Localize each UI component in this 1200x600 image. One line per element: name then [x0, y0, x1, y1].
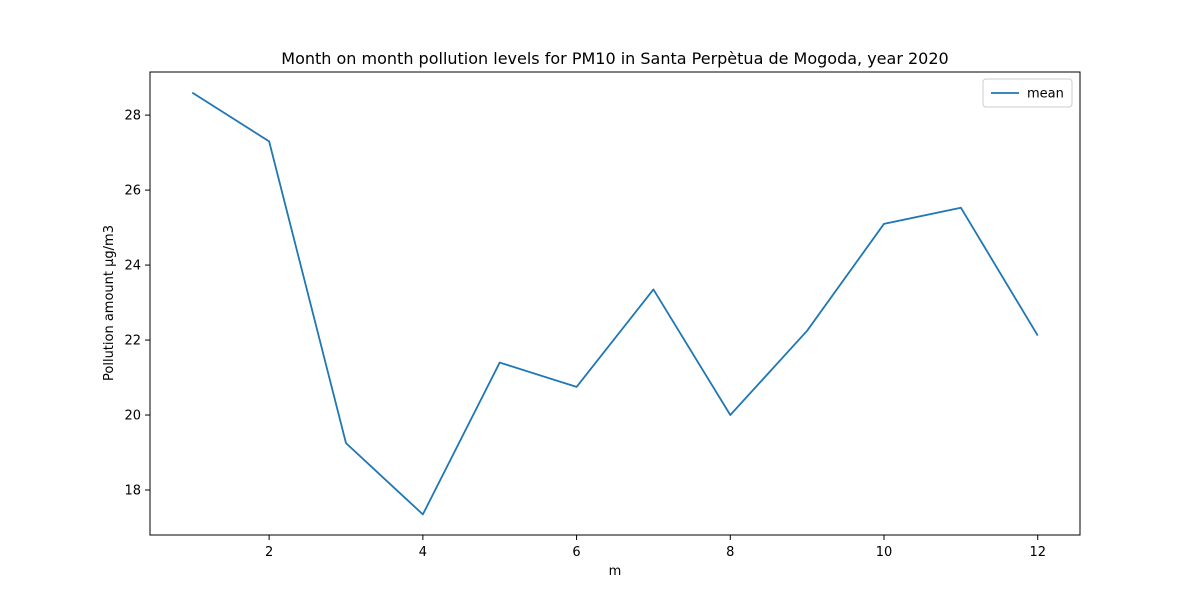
y-tick-label: 18 — [124, 484, 141, 499]
series-lines — [191, 91, 1039, 516]
y-tick-label: 24 — [124, 259, 141, 274]
x-tick-label: 10 — [876, 545, 893, 560]
x-tick-label: 12 — [1029, 545, 1046, 560]
x-tick-label: 2 — [265, 545, 273, 560]
plot-frame — [149, 71, 1081, 536]
legend-label: mean — [1027, 87, 1064, 102]
y-tick-label: 20 — [124, 409, 141, 424]
y-axis-label: Pollution amount µg/m3 — [102, 225, 117, 381]
y-tick-label: 26 — [124, 184, 141, 199]
series-line-mean — [191, 91, 1039, 516]
chart-title: Month on month pollution levels for PM10… — [281, 49, 948, 68]
y-tick-label: 28 — [124, 109, 141, 124]
y-tick-label: 22 — [124, 334, 141, 349]
legend: mean — [982, 78, 1073, 108]
x-tick-label: 4 — [419, 545, 427, 560]
x-tick-label: 6 — [572, 545, 580, 560]
x-tick-label: 8 — [726, 545, 734, 560]
legend-box — [982, 78, 1073, 108]
x-axis-label: m — [609, 564, 622, 579]
